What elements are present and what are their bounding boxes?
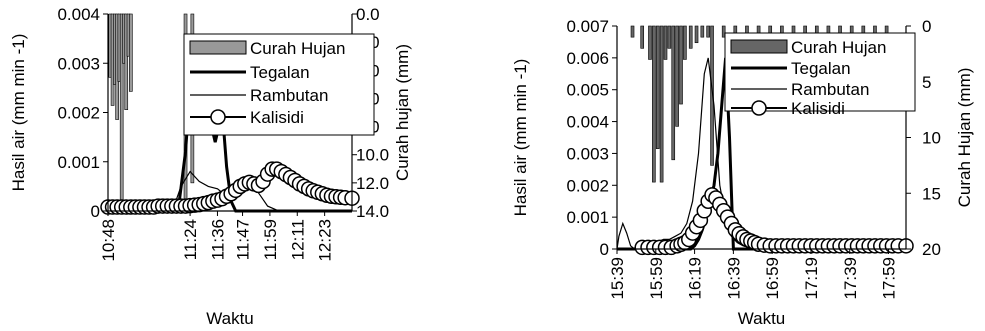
rainfall-bar	[707, 26, 710, 37]
x-tick-label: 11:59	[261, 219, 280, 260]
y-tick-label: 0.001	[57, 153, 100, 172]
legend-label: Tegalan	[791, 59, 851, 78]
y2-axis-label: Curah hujan (mm)	[393, 44, 412, 181]
x-tick-label: 17:19	[802, 257, 821, 300]
legend-label: Curah Hujan	[791, 38, 886, 57]
y-tick-label: 0.003	[566, 144, 609, 163]
legend-label: Curah Hujan	[250, 39, 345, 58]
legend-swatch-marker	[752, 101, 766, 115]
y2-tick-label: 5	[922, 73, 931, 92]
rainfall-bar	[664, 26, 667, 59]
chart-left: 00.0010.0020.0030.0040.02.04.06.08.010.0…	[9, 5, 412, 328]
x-tick-label: 11:47	[234, 219, 253, 260]
x-tick-label: 15:59	[647, 257, 666, 300]
x-tick-label: 12:11	[288, 219, 307, 260]
y-tick-label: 0.002	[57, 104, 100, 123]
rainfall-bar	[689, 26, 692, 48]
y-axis-label: Hasil air (mm min -1)	[9, 34, 28, 192]
rainfall-bar	[656, 26, 659, 149]
y2-tick-label: 14.0	[356, 202, 389, 221]
x-tick-label: 17:59	[880, 257, 899, 300]
legend-label: Kalisidi	[250, 108, 304, 127]
y-tick-label: 0	[91, 202, 100, 221]
rainfall-bar	[129, 14, 132, 91]
x-tick-label: 11:24	[181, 219, 200, 260]
y2-tick-label: 15	[922, 184, 941, 203]
y-tick-label: 0.004	[57, 5, 100, 24]
y-tick-label: 0.003	[57, 54, 100, 73]
legend-label: Kalisidi	[791, 99, 845, 118]
x-tick-label: 12:23	[316, 219, 335, 262]
y2-tick-label: 10.0	[356, 146, 389, 165]
x-tick-label: 11:36	[208, 219, 227, 260]
y-tick-label: 0.002	[566, 176, 609, 195]
rainfall-bar	[680, 26, 683, 104]
y2-tick-label: 10	[922, 129, 941, 148]
legend-swatch-rain	[731, 40, 787, 53]
x-tick-label: 17:39	[841, 257, 860, 300]
rainfall-bar	[695, 26, 698, 43]
rainfall-bar	[668, 26, 671, 48]
rainfall-bar	[648, 26, 651, 59]
x-tick-label: 16:39	[724, 257, 743, 300]
legend-label: Tegalan	[250, 63, 310, 82]
legend-swatch-marker	[211, 110, 225, 124]
y-axis-label: Hasil air (mm min -1)	[511, 59, 530, 217]
y2-axis-label: Curah Hujan (mm)	[955, 68, 974, 208]
rainfall-bar	[701, 26, 704, 37]
x-axis-label: Waktu	[206, 309, 254, 328]
rainfall-bar	[683, 26, 686, 59]
y-tick-label: 0.006	[566, 49, 609, 68]
legend-label: Rambutan	[791, 80, 869, 99]
y2-tick-label: 12.0	[356, 174, 389, 193]
rainfall-bar	[641, 26, 644, 48]
x-axis-label: Waktu	[738, 309, 786, 328]
x-tick-label: 16:19	[686, 257, 705, 300]
rainfall-bar	[652, 26, 655, 182]
legend-label: Rambutan	[250, 86, 328, 105]
y-tick-label: 0.005	[566, 81, 609, 100]
legend-swatch-rain	[190, 41, 246, 54]
rainfall-bar	[676, 26, 679, 126]
y2-tick-label: 20	[922, 240, 941, 259]
x-tick-label: 15:39	[608, 257, 627, 300]
rainfall-bar	[631, 26, 634, 37]
y-tick-label: 0.004	[566, 113, 609, 132]
rainfall-bar	[660, 26, 663, 182]
y2-tick-label: 0	[922, 17, 931, 36]
y2-tick-label: 0.0	[356, 5, 380, 24]
y-tick-label: 0.007	[566, 17, 609, 36]
x-tick-label: 16:59	[763, 257, 782, 300]
y-tick-label: 0	[600, 240, 609, 259]
chart-right: 0 0.001 0.002 0.003 0.004 0.005 0.006 0.007 0 5 10…	[511, 17, 974, 328]
y-tick-label: 0.001	[566, 208, 609, 227]
x-tick-label: 10:48	[99, 219, 118, 262]
rainfall-bar	[672, 26, 675, 160]
